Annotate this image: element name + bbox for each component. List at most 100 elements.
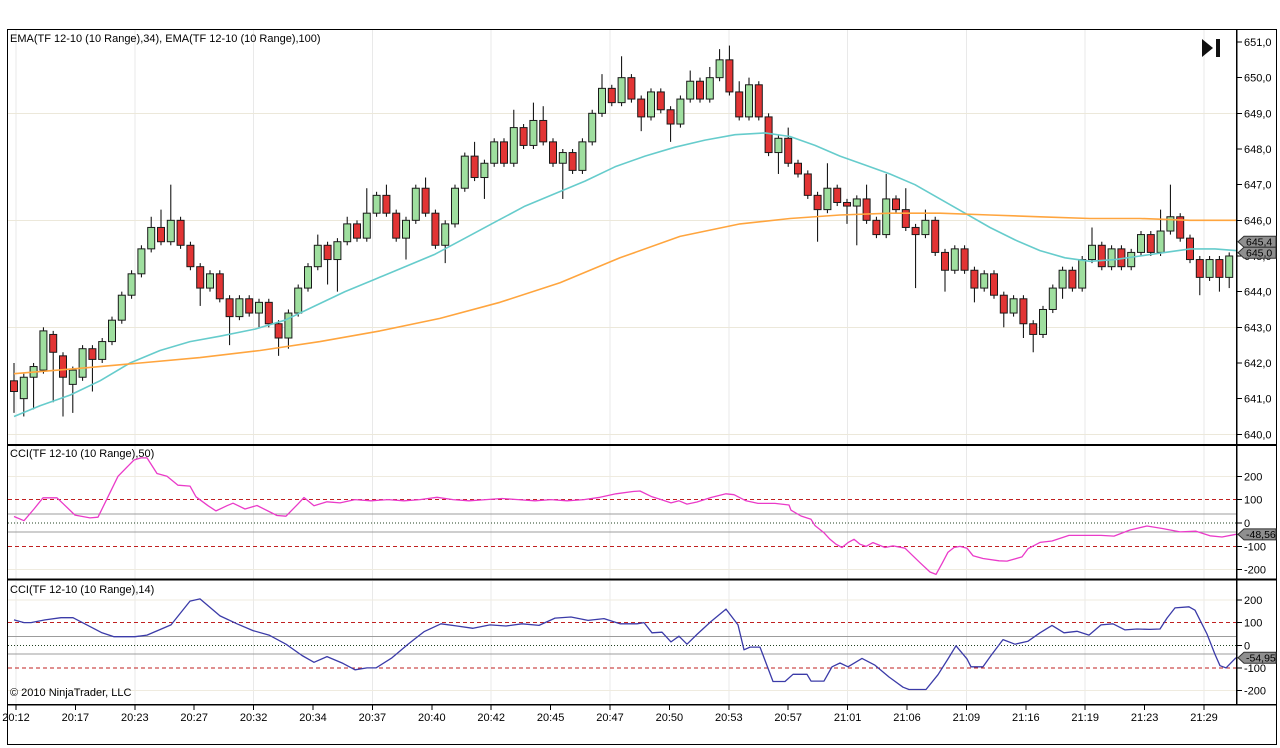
candle-body-up [372, 194, 381, 214]
price-marker-tag-text: 645,0 [1246, 248, 1272, 260]
go-to-end-triangle[interactable] [1202, 39, 1213, 57]
candle-body-up [1039, 308, 1047, 335]
go-to-end-bar[interactable] [1216, 39, 1220, 57]
candle-body-up [313, 244, 322, 268]
candle-body-down [696, 80, 704, 100]
price-axis-label: 650,0 [1244, 73, 1272, 85]
candle-body-down [10, 380, 18, 393]
time-axis-label: 20:27 [180, 712, 208, 724]
candle-body-up [343, 223, 352, 243]
candle-body-down [500, 141, 508, 164]
candle-body-up [1009, 298, 1018, 314]
candle-body-up [206, 273, 214, 289]
candle-body-up [108, 319, 116, 343]
price-axis[interactable]: 651,0 650,0 649,0 648,0 647,0 646,0 645,0 644,0… [1237, 37, 1272, 698]
candle-body-down [215, 273, 224, 300]
candle-body-up [1137, 234, 1145, 253]
candle-body-down [656, 91, 665, 111]
candle-body-down [990, 273, 998, 296]
candle-body-up [255, 301, 263, 314]
cci-axis-label: 100 [1244, 618, 1262, 630]
candle-body-down [59, 355, 67, 378]
candle-body-up [294, 287, 303, 314]
candle-body-down [725, 59, 734, 93]
candle-body-up [1107, 248, 1116, 268]
candle-body-down [872, 219, 881, 236]
candle-body-up [578, 141, 587, 171]
time-axis-label: 20:37 [359, 712, 387, 724]
candle-body-up [686, 80, 695, 100]
candle-body-down [941, 251, 949, 271]
candle-body-up [39, 330, 48, 371]
candle-body-up [411, 187, 420, 221]
candle-body-down [470, 155, 479, 179]
candle-body-up [78, 348, 87, 378]
price-axis-label: 648,0 [1244, 144, 1272, 156]
time-axis-label: 21:29 [1190, 712, 1218, 724]
chart-outer-border [7, 29, 1277, 745]
candle-body-down [666, 109, 675, 125]
cci14-line [13, 598, 1237, 691]
candle-body-up [558, 152, 567, 164]
candle-body-down [901, 209, 910, 228]
candle-body-up [1205, 259, 1214, 278]
candle-body-down [568, 152, 577, 171]
time-axis-label: 21:09 [953, 712, 981, 724]
candle-body-down [911, 226, 920, 236]
time-axis-label: 21:01 [834, 712, 862, 724]
cci-axis-label: 200 [1244, 471, 1262, 483]
cci-axis-label: -100 [1244, 541, 1266, 553]
candle-body-down [431, 212, 440, 246]
cci-axis-label: 0 [1244, 640, 1250, 652]
time-axis-label: 20:45 [537, 712, 565, 724]
time-axis-label: 20:53 [715, 712, 743, 724]
candle-body-up [117, 294, 126, 321]
candle-body-down [627, 77, 636, 100]
time-axis-label: 20:23 [121, 712, 149, 724]
ema34-line [13, 132, 1237, 418]
candle-body-up [950, 248, 959, 271]
time-axis-label: 20:42 [477, 712, 505, 724]
time-axis-label: 20:47 [596, 712, 624, 724]
time-axis-label: 20:40 [418, 712, 446, 724]
candle-body-down [1176, 216, 1185, 239]
candle-body-up [235, 298, 244, 318]
ema100-line [13, 212, 1236, 375]
candle-body-down [833, 187, 842, 203]
candle-body-down [1097, 244, 1106, 268]
candle-body-up [19, 376, 28, 400]
candle-body-up [1127, 251, 1136, 268]
candle-body-up [304, 266, 312, 289]
candle-body-up [676, 98, 685, 125]
candle-body-down [1029, 323, 1038, 335]
candle-body-down [794, 162, 802, 175]
candle-body-up [460, 155, 469, 189]
candle-body-down [245, 298, 254, 314]
candle-body-up [1088, 244, 1096, 261]
candle-body-up [705, 77, 714, 100]
price-marker-tag [1237, 246, 1277, 259]
candle-body-down [1068, 269, 1077, 289]
candle-body-down [264, 301, 273, 325]
candle-body-down [49, 333, 58, 353]
candle-body-up [147, 226, 156, 250]
candle-body-down [999, 294, 1008, 314]
candle-body-up [588, 112, 597, 143]
candle-body-down [931, 219, 940, 253]
candle-body-up [284, 312, 293, 339]
go-to-end-icon[interactable] [1202, 39, 1220, 57]
cci14-panel-label: CCI(TF 12-10 (10 Range),14) [10, 584, 155, 596]
candle-body-down [186, 244, 195, 268]
candle-body-down [196, 266, 205, 289]
candle-body-up [480, 162, 489, 179]
cci-axis-label: -100 [1244, 663, 1266, 675]
candle-body-up [451, 187, 459, 225]
candle-body-up [1156, 230, 1165, 253]
price-axis-label: 646,0 [1244, 215, 1272, 227]
candle-body-down [1195, 259, 1204, 278]
candle-body-down [88, 348, 97, 360]
candle-body-down [843, 201, 851, 207]
time-axis[interactable]: 20:12 20:17 20:23 20:27 20:32 20:34 20:37 20:40… [2, 705, 1218, 724]
